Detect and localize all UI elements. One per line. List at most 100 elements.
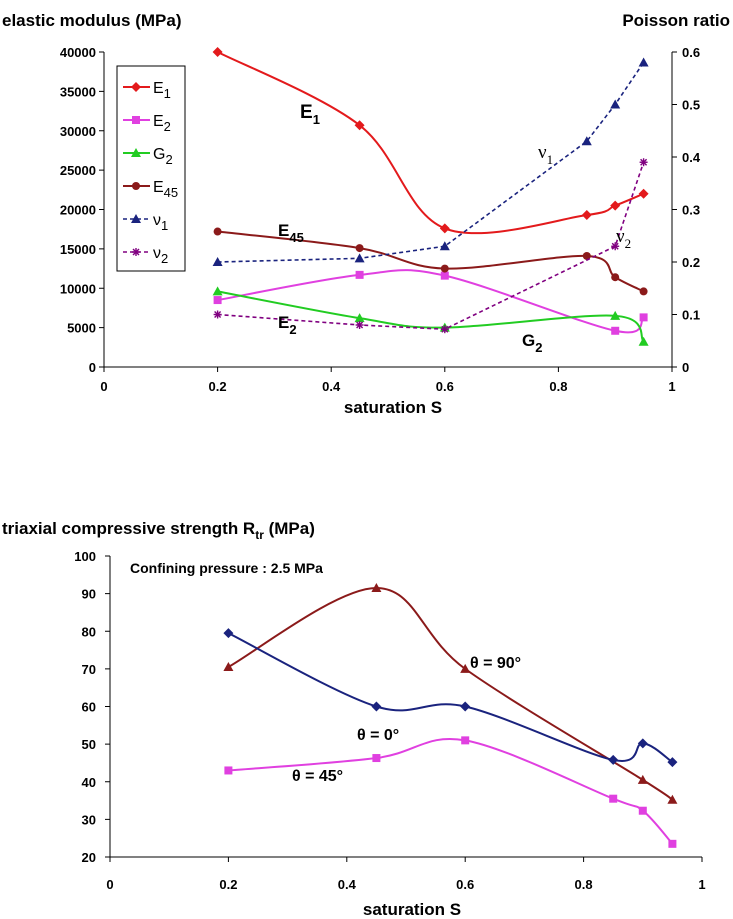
chart1-point	[639, 287, 648, 296]
chart2-title-main: triaxial compressive strength R	[2, 519, 255, 538]
chart1-series-0	[212, 47, 649, 235]
chart2-point	[460, 701, 471, 712]
chart1-point	[355, 270, 364, 279]
chart2-point	[667, 757, 678, 768]
chart1-annotation-sub: 45	[289, 230, 303, 245]
chart2-ytick-label: 100	[74, 549, 96, 564]
chart2-xtick-label: 0.6	[456, 877, 474, 892]
chart1-point	[213, 296, 222, 305]
legend-label: E2	[153, 113, 171, 134]
chart2-xtick-label: 0.2	[219, 877, 237, 892]
chart2-ytick-label: 20	[82, 850, 96, 865]
chart1-annotation: ν2	[616, 226, 631, 251]
chart1-point	[638, 336, 649, 346]
chart1-series-4	[212, 57, 649, 266]
chart1-point	[582, 251, 591, 260]
chart1-point	[212, 257, 223, 266]
chart1-annotation-main: G	[522, 331, 535, 350]
chart1-ytick-label: 5000	[67, 321, 96, 336]
chart1-legend-box	[116, 65, 186, 272]
chart1-point-d2	[611, 242, 619, 250]
chart2-ytick-label: 40	[82, 775, 96, 790]
chart1-annotation-main: E	[278, 221, 289, 240]
chart1-xtick-label: 0	[100, 379, 107, 394]
legend-marker	[132, 182, 140, 190]
chart1-point	[439, 241, 450, 251]
chart1-point	[355, 244, 364, 253]
legend-label-sub: 2	[164, 119, 171, 134]
chart1-title-right: Poisson ratio	[622, 11, 730, 30]
legend-label: G2	[153, 146, 173, 167]
chart1-ytick-label: 30000	[60, 124, 96, 139]
chart1-point	[610, 310, 621, 320]
chart2-title: triaxial compressive strength Rtr (MPa)	[2, 519, 315, 542]
chart1-annotation: E2	[278, 313, 297, 337]
chart1-ytick-label: 0	[89, 360, 96, 375]
chart1-y2tick-label: 0.3	[682, 203, 700, 218]
legend-marker-d2	[132, 248, 140, 256]
chart1-point	[355, 321, 364, 329]
chart2-point	[224, 766, 233, 775]
chart1-point-d2	[640, 158, 648, 166]
chart1-point	[440, 264, 449, 273]
legend-label-main: E	[153, 179, 164, 196]
chart1-point-d2	[441, 325, 449, 333]
chart2-series-label: θ = 45°	[292, 768, 343, 785]
chart2-series-0	[223, 582, 678, 804]
chart1-series-1	[213, 269, 648, 335]
chart1-x-label: saturation S	[344, 398, 442, 417]
chart2-point	[668, 839, 677, 848]
legend-label: ν2	[153, 245, 168, 266]
chart2-ytick-label: 90	[82, 587, 96, 602]
chart1-y2tick-label: 0	[682, 360, 689, 375]
chart1-annotation-sub: 1	[547, 152, 554, 167]
chart1-xtick-label: 0.6	[436, 379, 454, 394]
chart2-note: Confining pressure : 2.5 MPa	[130, 560, 323, 576]
legend-label-sub: 1	[164, 86, 171, 101]
chart1-annotation-sub: 2	[625, 236, 632, 251]
chart2-point	[372, 754, 381, 763]
chart1-y2tick-label: 0.4	[682, 150, 701, 165]
chart1-point-d2	[214, 311, 222, 318]
chart1-point	[638, 57, 649, 67]
chart1-ytick-label: 20000	[60, 203, 96, 218]
chart2-point	[638, 806, 647, 815]
chart2-xtick-label: 0.4	[338, 877, 357, 892]
chart1-y2tick-label: 0.1	[682, 308, 700, 323]
chart2-series-label: θ = 0°	[357, 727, 399, 744]
legend-label-sub: 2	[165, 152, 172, 167]
chart1-series-line	[217, 230, 645, 293]
chart2-point	[223, 628, 234, 639]
chart2-ytick-label: 70	[82, 662, 96, 677]
chart2-title-sub: tr	[255, 528, 264, 542]
legend-label: E45	[153, 179, 178, 200]
chart1-annotation-main: ν	[538, 142, 547, 163]
legend-label-main: E	[153, 80, 164, 97]
chart2-x-label: saturation S	[363, 900, 461, 919]
chart2-xtick-label: 1	[698, 877, 705, 892]
chart2-point	[637, 774, 648, 784]
chart2-series-2	[224, 736, 677, 848]
chart2-xtick-label: 0.8	[575, 877, 593, 892]
chart2-point	[460, 663, 471, 673]
chart2-series-line	[227, 632, 673, 764]
chart1-annotation-main: E	[300, 102, 313, 123]
chart1-annotation: ν1	[538, 142, 553, 167]
chart1-annotation-sub: 2	[289, 322, 296, 337]
chart1-annotation: G2	[522, 331, 542, 355]
chart1-annotation-main: E	[278, 313, 289, 332]
legend-marker	[132, 116, 140, 124]
chart1-point	[213, 227, 222, 236]
legend-label-sub: 1	[161, 218, 168, 233]
chart1-point	[611, 326, 620, 335]
chart1-xtick-label: 0.8	[549, 379, 567, 394]
chart1-xtick-label: 0.4	[322, 379, 341, 394]
legend-marker	[132, 248, 140, 256]
legend-label-sub: 2	[161, 251, 168, 266]
legend-marker	[131, 82, 141, 92]
chart1-point	[611, 273, 620, 282]
chart1-series-3	[213, 227, 648, 296]
chart1-point	[440, 325, 449, 334]
chart1-point	[581, 136, 592, 146]
